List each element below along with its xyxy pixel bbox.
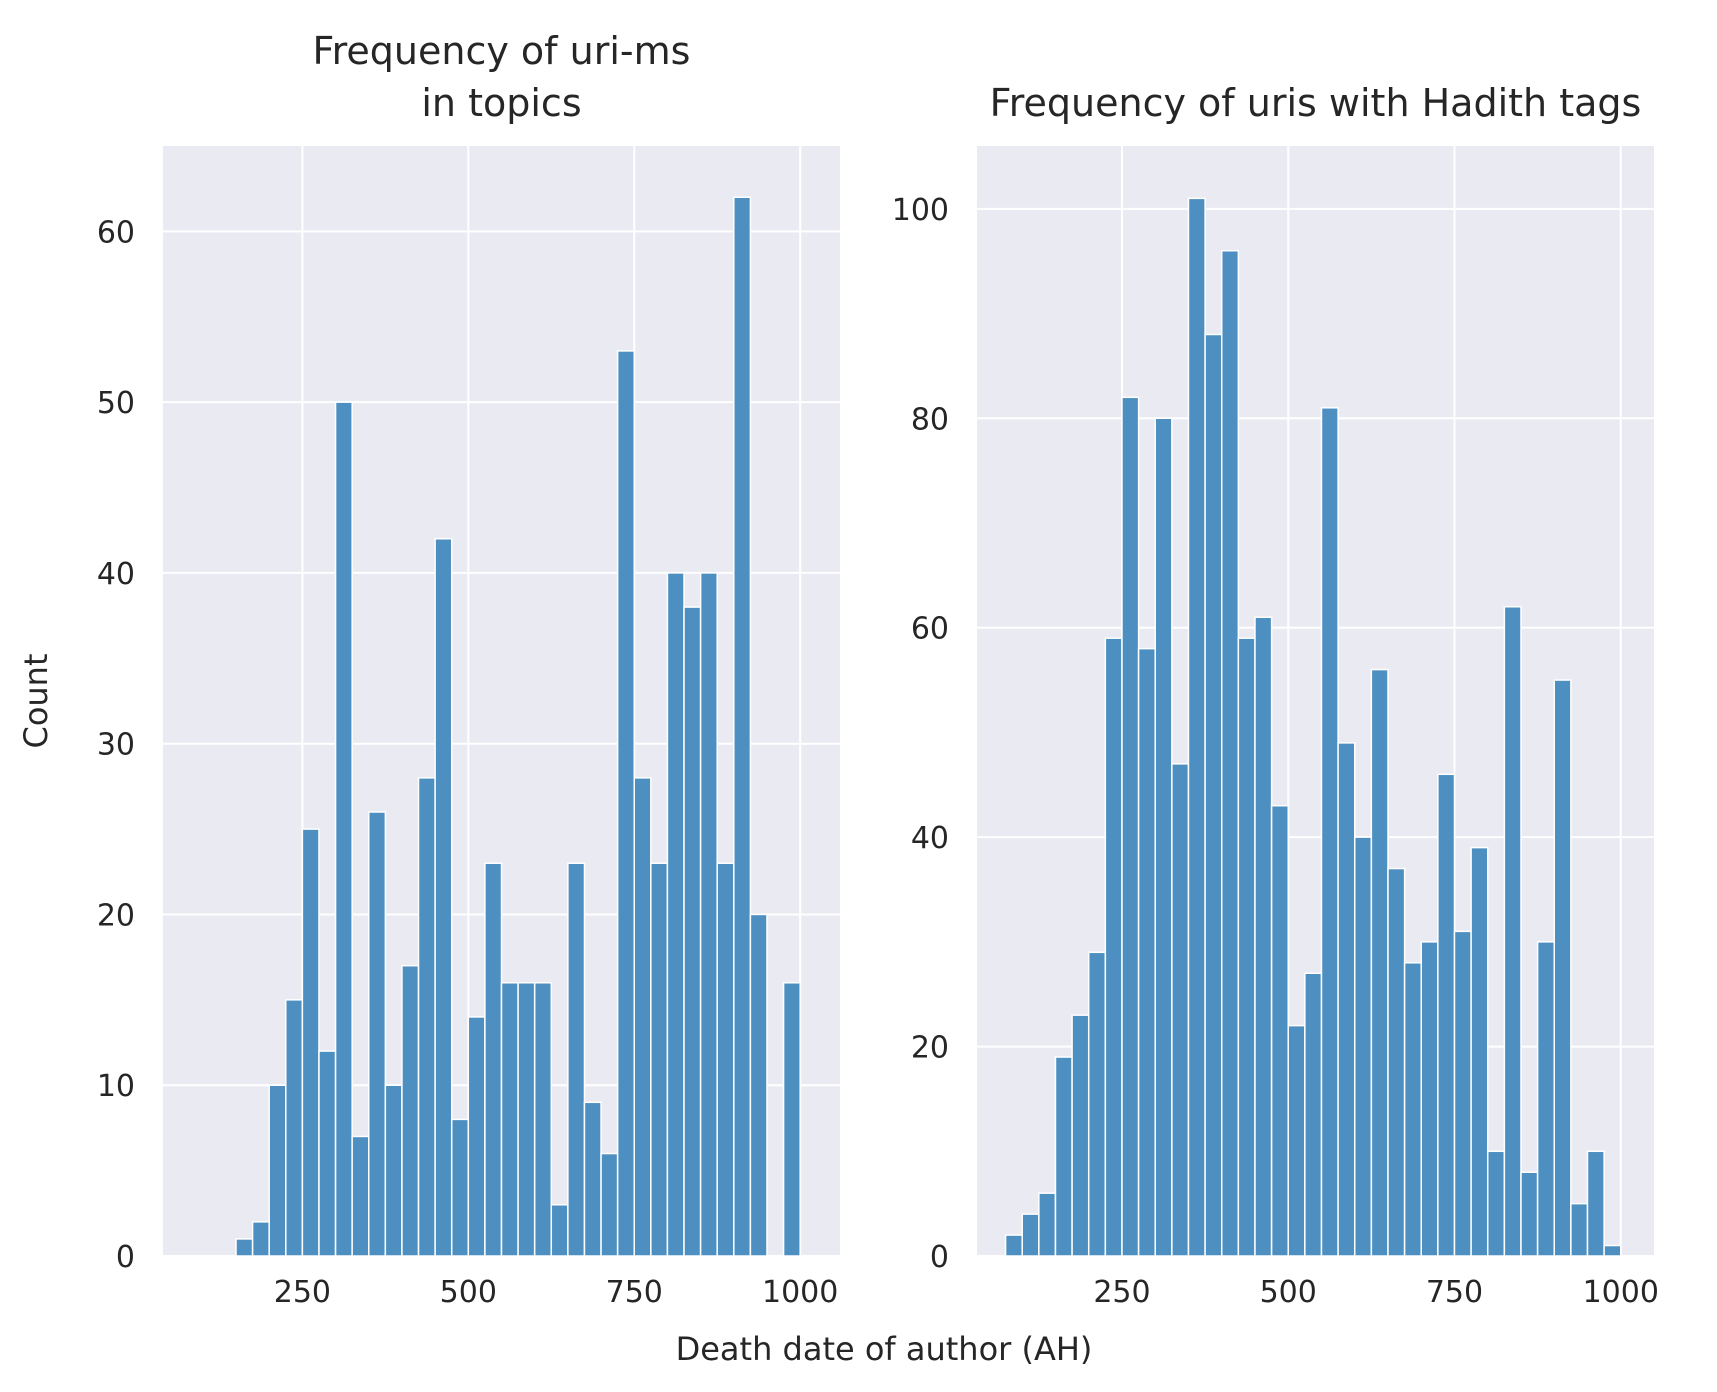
histogram-bar [1038,1192,1057,1257]
histogram-bar [716,862,735,1257]
left-histogram-panel: 250 500 750 1000 0 10 20 30 40 50 60 Frequency of u… [17,29,840,1310]
histogram-bar [1004,1234,1023,1257]
right-histogram-panel: 250 500 750 1000 0 20 40 60 80 100 Frequency of ur… [892,81,1659,1310]
histogram-bar [1553,679,1572,1257]
histogram-bar [384,1084,403,1257]
histogram-bar [1270,804,1289,1257]
x-tick-label: 250 [1093,1275,1150,1310]
histogram-bar [650,862,669,1257]
y-tick-label: 80 [911,402,949,437]
histogram-bar [733,196,752,1257]
histogram-bar [683,606,702,1257]
histogram-bar [600,1152,619,1257]
histogram-bar [351,1135,370,1257]
histogram-bar [285,999,304,1257]
x-tick-label: 1000 [762,1275,838,1310]
shared-x-axis-label: Death date of author (AH) [676,1330,1093,1368]
y-tick-label: 0 [930,1240,949,1275]
x-tick-label: 750 [1426,1275,1483,1310]
histogram-bar [1520,1171,1539,1257]
histogram-bar [567,862,586,1257]
y-tick-label: 40 [97,557,135,592]
histogram-bar [1353,836,1373,1257]
histogram-bar [1121,396,1140,1257]
y-tick-label: 0 [116,1240,135,1275]
histogram-bar [434,538,453,1257]
y-tick-label: 20 [97,898,135,933]
y-tick-label: 40 [911,821,949,856]
histogram-bar [1586,1150,1605,1257]
x-tick-label: 750 [606,1275,663,1310]
histogram-bar [484,862,503,1257]
histogram-bar [417,777,436,1257]
histogram-bar [583,1101,602,1257]
y-axis-label: Count [17,653,55,748]
histogram-bar [235,1238,254,1257]
histogram-bar [1154,417,1173,1257]
histogram-bar [550,1204,569,1257]
histogram-bar [517,982,536,1257]
x-tick-label: 250 [274,1275,331,1310]
histogram-bar [1437,773,1456,1257]
histogram-bar [533,982,553,1257]
histogram-bar [1187,197,1206,1257]
histogram-bar [1570,1202,1589,1257]
panel-title-line: Frequency of uris with Hadith tags [990,81,1642,125]
histogram-bar [1087,951,1107,1257]
y-tick-label: 100 [892,193,949,228]
histogram-bar [1220,249,1240,1257]
histogram-bar [1237,637,1256,1257]
histogram-bar [1486,1150,1506,1257]
histogram-bar [1370,668,1389,1257]
histogram-bar [1503,606,1522,1257]
histogram-bar [401,964,420,1257]
histogram-bar [633,777,652,1257]
histogram-bar [1420,941,1439,1257]
histogram-bar [1204,333,1223,1257]
histogram-bar [1171,763,1190,1257]
histogram-bar [500,982,519,1257]
histogram-bar [782,982,801,1257]
histogram-bar [1470,846,1489,1257]
histogram-bar [450,1118,470,1257]
y-tick-label: 60 [911,612,949,647]
panel-title-line: in topics [421,81,581,125]
histogram-bar [1320,407,1339,1257]
x-tick-label: 500 [1260,1275,1317,1310]
histogram-bar [1054,1056,1073,1257]
histogram-bar [1071,1014,1090,1257]
histogram-bar [666,572,685,1257]
y-tick-label: 50 [97,386,135,421]
histogram-bar [1536,941,1555,1257]
y-tick-label: 60 [97,215,135,250]
histogram-bar [1137,647,1156,1257]
histogram-bar [1304,972,1323,1257]
histogram-bar [1603,1244,1622,1257]
histogram-bar [301,828,320,1257]
histogram-bar [699,572,718,1257]
histogram-bar [1403,962,1422,1257]
y-tick-label: 20 [911,1031,949,1066]
histogram-bar [334,401,353,1257]
y-tick-label: 30 [97,728,135,763]
x-tick-label: 500 [440,1275,497,1310]
histogram-bar [467,1016,486,1257]
histogram-bar [268,1084,287,1257]
histogram-bar [1453,930,1472,1257]
histogram-bar [1021,1213,1040,1257]
panel-title-line: Frequency of uri-ms [313,29,691,73]
histogram-bar [318,1050,337,1257]
histogram-bar [1387,867,1406,1257]
histogram-bar [1287,1024,1306,1257]
histogram-bar [749,913,768,1257]
histogram-bar [616,350,635,1257]
histogram-bar [1104,637,1123,1257]
x-tick-label: 1000 [1583,1275,1659,1310]
histogram-bar [251,1221,270,1257]
histogram-bar [368,811,387,1257]
histogram-bar [1337,742,1356,1257]
y-tick-label: 10 [97,1069,135,1104]
histogram-bar [1254,616,1273,1257]
